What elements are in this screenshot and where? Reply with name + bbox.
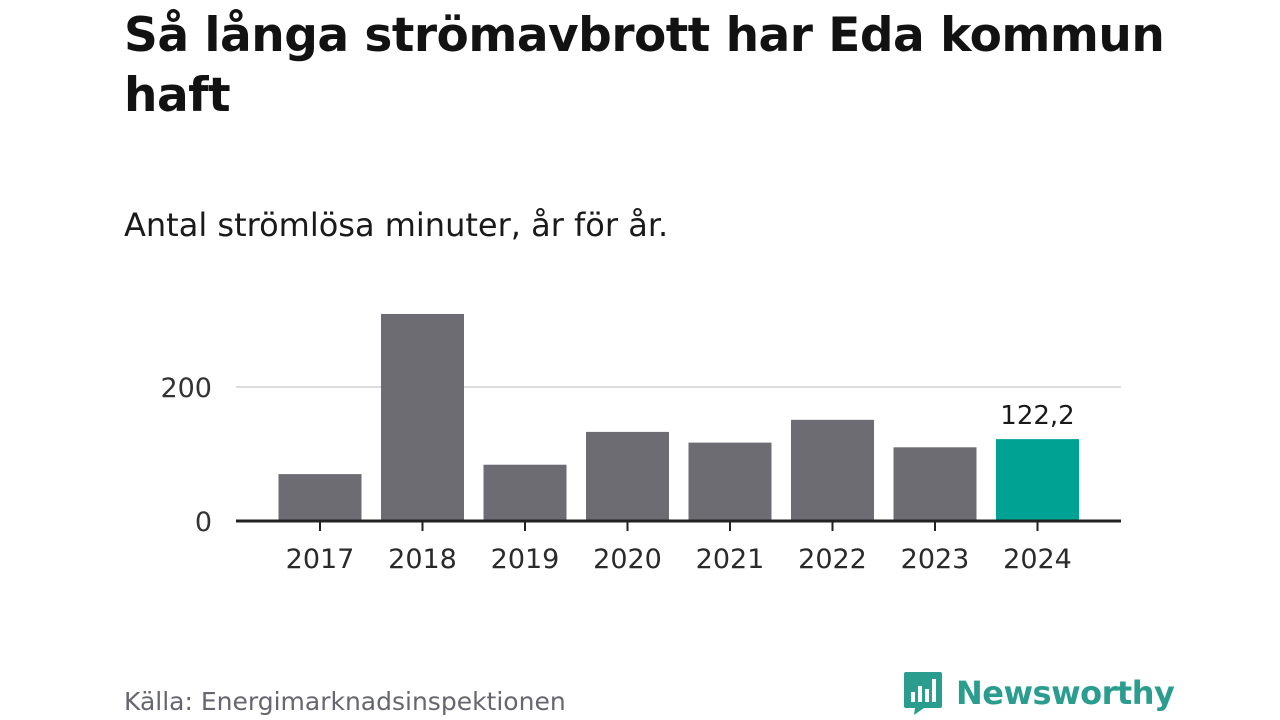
bar-2017: [278, 474, 362, 521]
x-tick-label-2024: 2024: [1003, 544, 1072, 575]
bar-2024: [996, 439, 1079, 521]
bar-2020: [586, 431, 669, 521]
bar-2021: [688, 442, 772, 521]
x-tick-label-2021: 2021: [696, 544, 765, 575]
y-tick-label-0: 0: [195, 507, 212, 538]
newsworthy-logo: Newsworthy: [902, 670, 1175, 716]
x-tick-label-2019: 2019: [491, 544, 560, 575]
bar-2018: [381, 313, 464, 521]
x-tick-label-2022: 2022: [798, 544, 867, 575]
x-tick-label-2020: 2020: [593, 544, 662, 575]
bar-2019: [483, 464, 567, 521]
source-note: Källa: Energimarknadsinspektionen: [124, 687, 566, 716]
bar-2023: [893, 447, 977, 521]
chart-title: Så långa strömavbrott har Eda kommun haf…: [124, 8, 1165, 123]
y-tick-label-200: 200: [160, 373, 212, 404]
x-tick-label-2017: 2017: [286, 544, 355, 575]
data-label-2024: 122,2: [1000, 401, 1074, 431]
bar-2022: [791, 419, 874, 521]
chart-bubble-icon: [904, 672, 942, 715]
x-tick-label-2023: 2023: [901, 544, 970, 575]
x-tick-label-2018: 2018: [388, 544, 457, 575]
brand-name: Newsworthy: [956, 674, 1175, 712]
chart-subtitle: Antal strömlösa minuter, år för år.: [124, 206, 669, 244]
